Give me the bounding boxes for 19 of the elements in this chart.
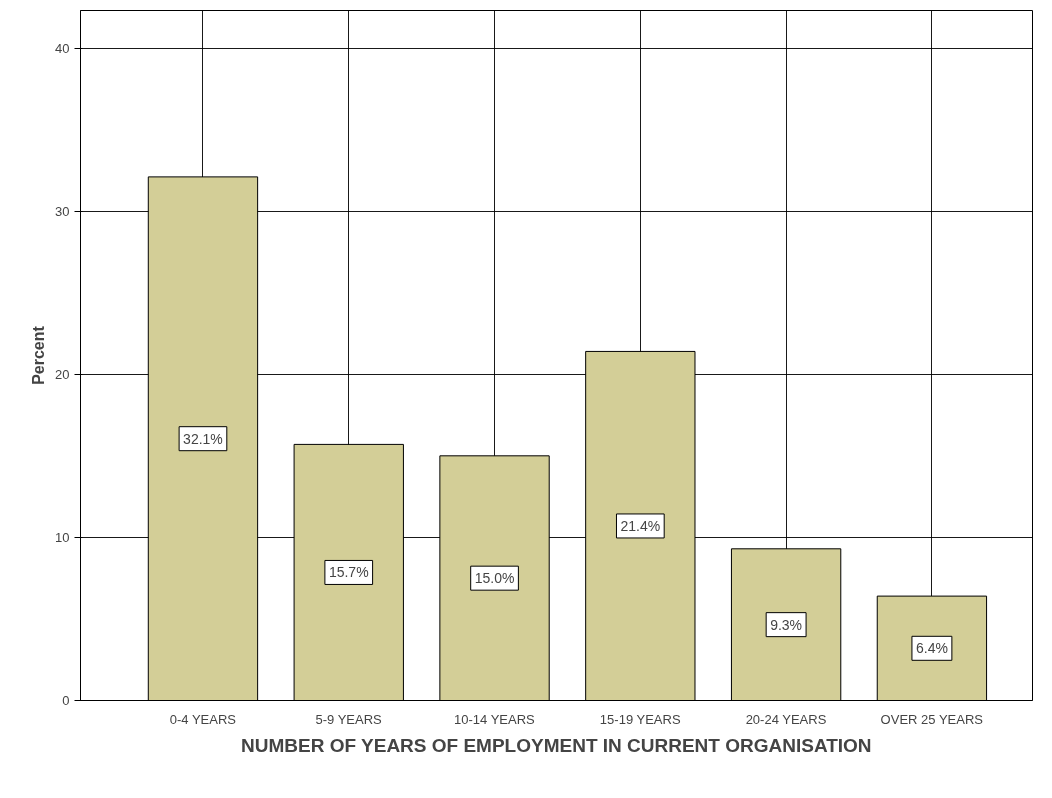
x-tick-label: 5-9 YEARS <box>315 711 383 727</box>
x-tick-label: 20-24 YEARS <box>745 711 827 727</box>
data-label: 21.4% <box>620 517 661 534</box>
x-tick-label: 10-14 YEARS <box>454 711 536 727</box>
data-label: 9.3% <box>770 616 803 633</box>
y-tick-label: 10 <box>55 529 70 545</box>
y-tick-label: 20 <box>55 366 70 382</box>
x-tick-label: 15-19 YEARS <box>599 711 681 727</box>
x-tick-label: 0-4 YEARS <box>169 711 237 727</box>
y-tick-label: 40 <box>55 40 70 56</box>
y-tick-label: 0 <box>62 693 70 708</box>
data-label: 6.4% <box>915 640 948 657</box>
y-tick-label: 30 <box>55 203 70 219</box>
data-label: 32.1% <box>183 430 223 447</box>
x-axis-title: NUMBER OF YEARS OF EMPLOYMENT IN CURRENT ORGANISATION <box>241 734 872 756</box>
y-axis-title: Percent <box>30 325 48 385</box>
data-label: 15.7% <box>328 564 369 581</box>
x-tick-label: OVER 25 YEARS <box>880 711 984 727</box>
data-label: 15.0% <box>474 570 515 587</box>
